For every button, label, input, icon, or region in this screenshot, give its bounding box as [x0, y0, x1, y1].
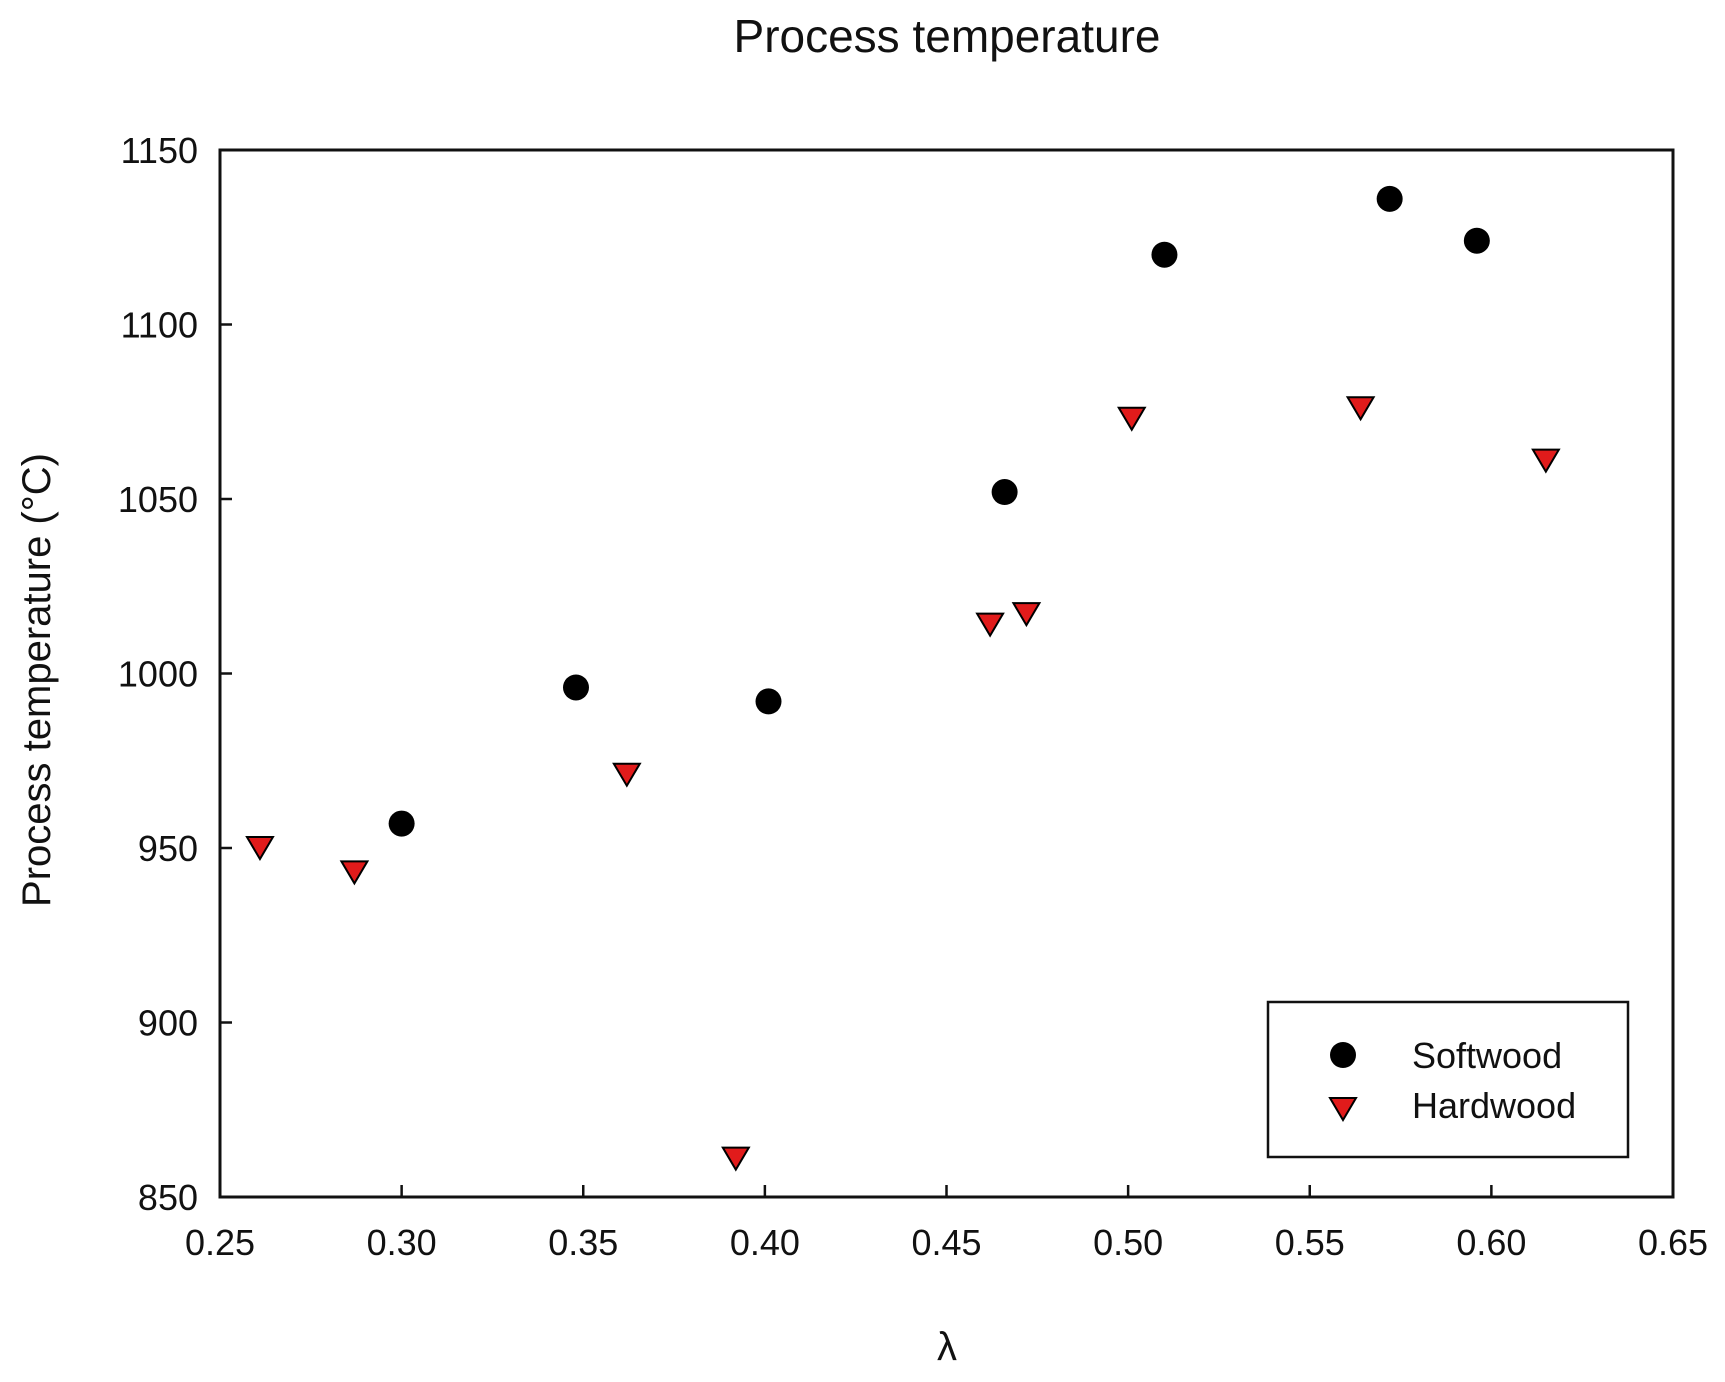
y-tick-label: 1050 [118, 479, 198, 520]
legend-softwood-label: Softwood [1412, 1035, 1562, 1076]
hardwood-point [339, 860, 370, 886]
hardwood-point [975, 612, 1005, 638]
x-tick-label: 0.55 [1275, 1222, 1345, 1263]
hardwood-point [245, 836, 275, 861]
x-axis-label: λ [937, 1325, 957, 1369]
legend-hardwood-label: Hardwood [1412, 1085, 1576, 1126]
x-tick-label: 0.60 [1456, 1222, 1526, 1263]
data-points [245, 185, 1561, 1172]
softwood-point [1376, 185, 1403, 212]
hardwood-point [612, 762, 642, 788]
hardwood-point [1011, 602, 1042, 628]
legend-softwood-marker [1330, 1042, 1356, 1068]
y-tick-label: 1000 [118, 654, 198, 695]
y-tick-label: 1150 [121, 130, 198, 171]
hardwood-point [1345, 396, 1376, 422]
y-tick-label: 950 [138, 828, 198, 869]
softwood-point [991, 479, 1018, 506]
softwood-point [1151, 241, 1178, 268]
softwood-point [388, 810, 415, 837]
x-axis-ticks: 0.25 0.30 0.35 0.40 0.45 0.50 0.55 0.60 0.65 [185, 1185, 1708, 1263]
chart-title: Process temperature [734, 10, 1161, 62]
x-tick-label: 0.45 [911, 1222, 981, 1263]
x-tick-label: 0.25 [185, 1222, 255, 1263]
x-tick-label: 0.30 [367, 1222, 437, 1263]
x-tick-label: 0.35 [548, 1222, 618, 1263]
x-tick-label: 0.40 [730, 1222, 800, 1263]
y-tick-label: 900 [138, 1003, 198, 1044]
softwood-point [755, 688, 782, 715]
softwood-point [1463, 227, 1490, 254]
y-tick-label: 850 [138, 1177, 198, 1218]
y-axis-label: Process temperature (°C) [15, 453, 59, 907]
softwood-point [562, 674, 589, 701]
y-axis-ticks: 850 900 950 1000 1050 1100 1150 [118, 130, 232, 1218]
legend: Softwood Hardwood [1266, 1000, 1630, 1159]
x-tick-label: 0.50 [1093, 1222, 1163, 1263]
hardwood-point [1531, 448, 1561, 474]
hardwood-point [1117, 406, 1147, 432]
y-tick-label: 1100 [121, 305, 198, 346]
x-tick-label: 0.65 [1638, 1222, 1708, 1263]
legend-hardwood-marker [1328, 1097, 1358, 1122]
hardwood-point [721, 1146, 751, 1172]
legend-box [1266, 1000, 1630, 1159]
